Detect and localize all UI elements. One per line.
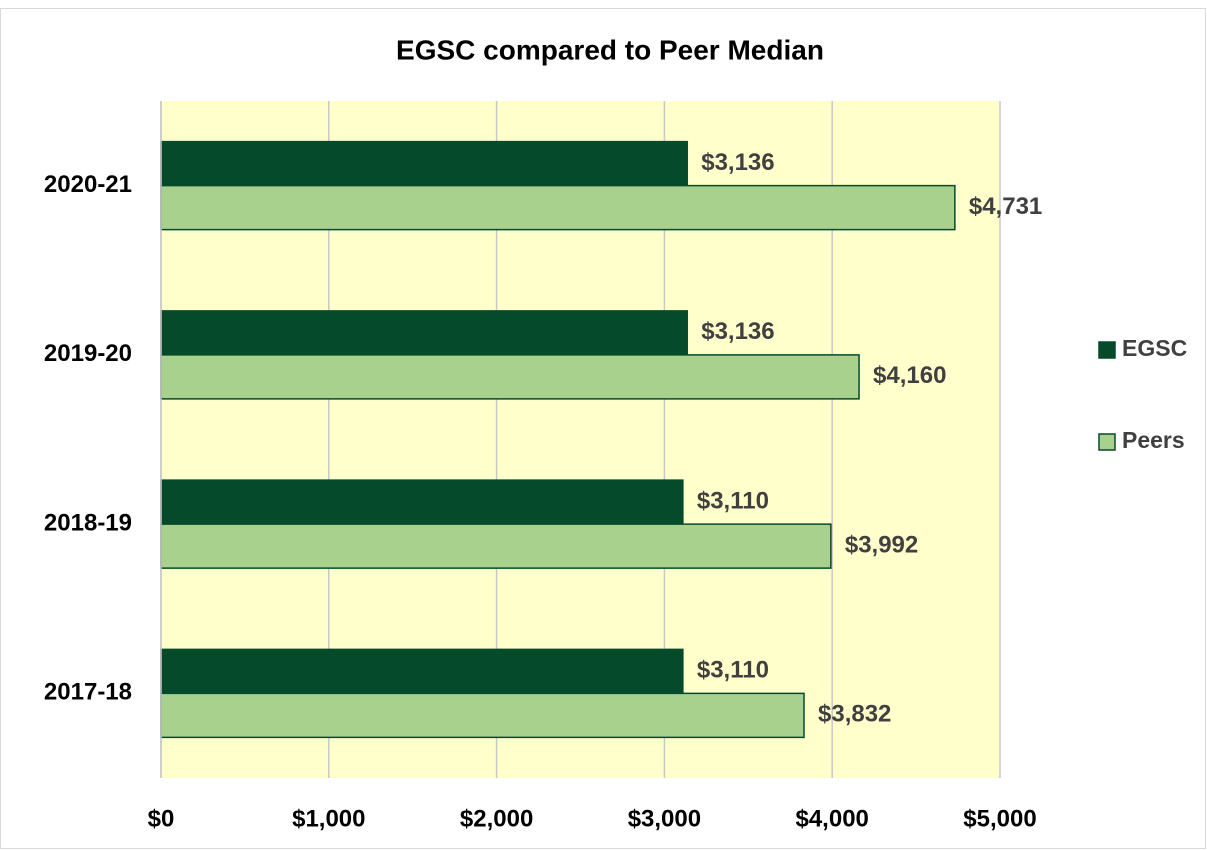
x-tick-label: $4,000 bbox=[795, 805, 868, 832]
data-label: $4,160 bbox=[873, 362, 946, 389]
legend-label: EGSC bbox=[1122, 335, 1187, 361]
data-label: $3,992 bbox=[845, 531, 918, 558]
x-tick-label: $2,000 bbox=[460, 805, 533, 832]
x-tick-label: $5,000 bbox=[963, 805, 1036, 832]
data-label: $3,136 bbox=[701, 149, 774, 176]
x-tick-label: $0 bbox=[148, 805, 175, 832]
y-tick-label: 2017-18 bbox=[44, 679, 132, 706]
legend-label: Peers bbox=[1122, 427, 1185, 453]
x-tick-label: $1,000 bbox=[292, 805, 365, 832]
bar bbox=[160, 523, 832, 569]
y-tick-label: 2020-21 bbox=[44, 171, 132, 198]
data-label: $4,731 bbox=[969, 193, 1042, 220]
bar bbox=[160, 354, 860, 400]
chart-title: EGSC compared to Peer Median bbox=[396, 34, 824, 65]
data-label: $3,832 bbox=[818, 701, 891, 728]
x-tick-label: $3,000 bbox=[628, 805, 701, 832]
legend-swatch bbox=[1098, 433, 1116, 451]
bar bbox=[160, 692, 805, 739]
bar bbox=[160, 140, 688, 187]
legend-swatch bbox=[1098, 341, 1116, 359]
data-label: $3,110 bbox=[697, 657, 769, 684]
bar bbox=[160, 648, 684, 695]
data-label: $3,136 bbox=[701, 318, 774, 345]
data-label: $3,110 bbox=[697, 487, 769, 514]
bar bbox=[160, 184, 956, 231]
y-tick-label: 2018-19 bbox=[44, 509, 132, 536]
bar bbox=[160, 310, 688, 356]
y-tick-label: 2019-20 bbox=[44, 340, 132, 367]
bar bbox=[160, 479, 684, 525]
